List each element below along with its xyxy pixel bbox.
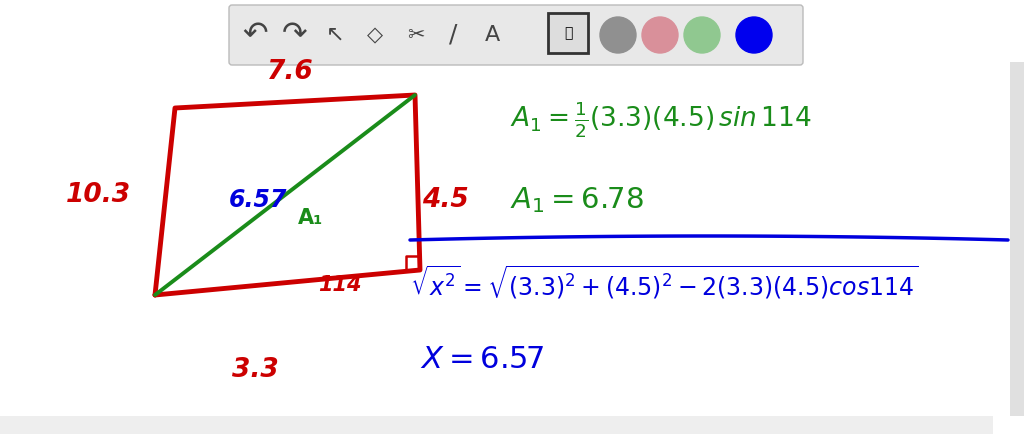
Text: 🏔: 🏔 [564,26,572,40]
Text: A: A [484,25,500,45]
Bar [0,416,993,434]
Text: A₁: A₁ [298,208,324,228]
Circle shape [600,17,636,53]
Text: ↷: ↷ [283,20,308,49]
Text: 10.3: 10.3 [66,182,131,208]
Text: ↖: ↖ [326,25,344,45]
Text: 6.57: 6.57 [228,188,288,212]
Text: 4.5: 4.5 [422,187,468,213]
Text: 114: 114 [318,275,361,295]
Circle shape [684,17,720,53]
Text: $A_1 = \frac{1}{2}(3.3)(4.5)\,sin\,114$: $A_1 = \frac{1}{2}(3.3)(4.5)\,sin\,114$ [510,100,812,140]
Text: $X = 6.57$: $X = 6.57$ [420,345,545,375]
Circle shape [736,17,772,53]
Text: 3.3: 3.3 [231,357,279,383]
Text: ↶: ↶ [243,20,267,49]
Circle shape [642,17,678,53]
Bar [1010,62,1024,416]
Text: $\sqrt{x^2}=\sqrt{(3.3)^2+(4.5)^2-2(3.3)(4.5)cos114}$: $\sqrt{x^2}=\sqrt{(3.3)^2+(4.5)^2-2(3.3)… [410,264,919,302]
Text: ◇: ◇ [367,25,383,45]
Text: 7.6: 7.6 [266,59,313,85]
Text: ✂: ✂ [408,25,425,45]
FancyBboxPatch shape [229,5,803,65]
Text: $A_1 = 6.78$: $A_1 = 6.78$ [510,185,644,215]
Text: /: / [449,23,457,47]
FancyBboxPatch shape [548,13,588,53]
